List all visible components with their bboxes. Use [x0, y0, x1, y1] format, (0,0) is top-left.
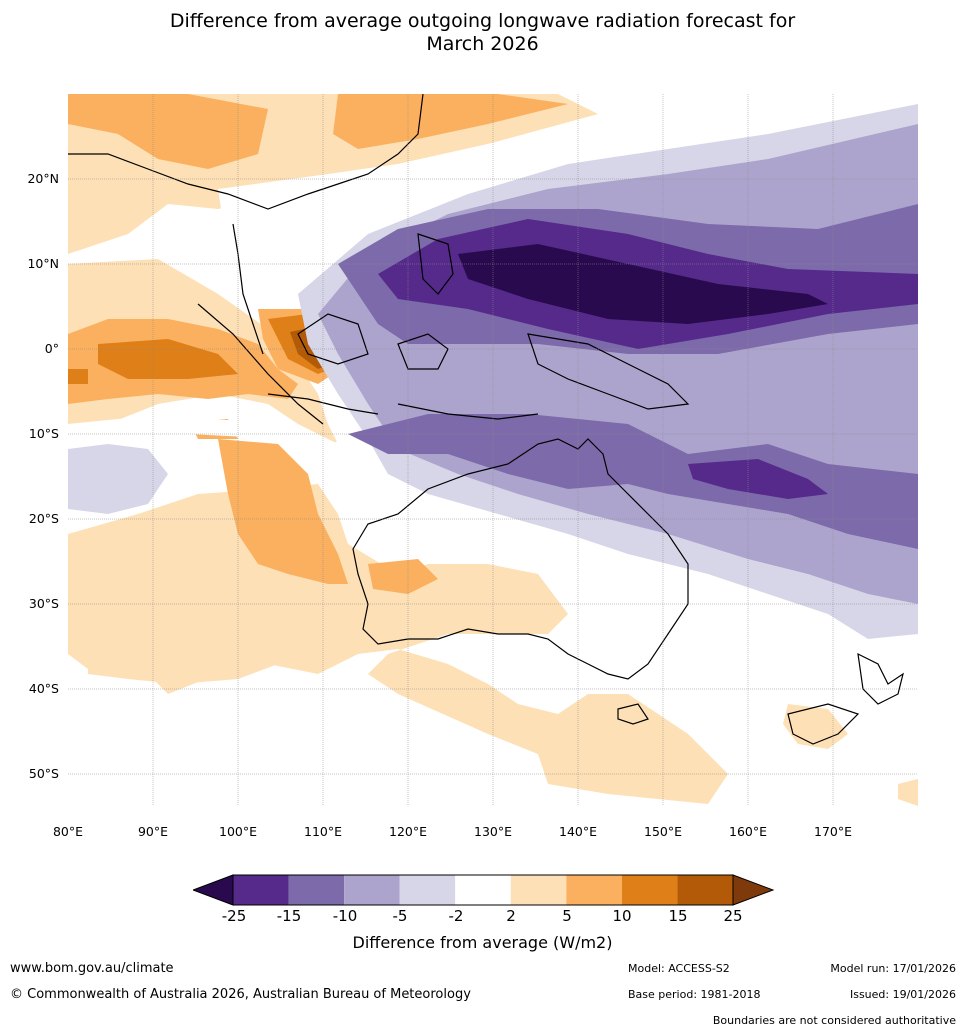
- title-line-2: March 2026: [426, 33, 539, 55]
- lon-label-90e: 90°E: [137, 824, 169, 839]
- color-bar: [193, 874, 775, 906]
- title-line-1: Difference from average outgoing longwav…: [169, 10, 796, 32]
- legend-swatch: [399, 875, 456, 905]
- legend-tick: -10: [332, 907, 358, 925]
- model-name: Model: ACCESS-S2: [628, 962, 730, 975]
- lon-label-110e: 110°E: [303, 824, 343, 839]
- lat-label-0: 0°: [44, 341, 59, 356]
- model-run: Model run: 17/01/2026: [830, 962, 956, 975]
- map-svg: [68, 94, 918, 806]
- legend-swatch: [677, 875, 733, 905]
- lat-label-50s: 50°S: [28, 766, 59, 781]
- legend-swatch: [510, 875, 567, 905]
- legend-swatch: [233, 875, 289, 905]
- base-period: Base period: 1981-2018: [628, 988, 761, 1001]
- legend-tick: 25: [723, 907, 743, 925]
- legend-swatch: [455, 875, 511, 905]
- legend-tick: 10: [612, 907, 632, 925]
- lon-label-130e: 130°E: [473, 824, 513, 839]
- disclaimer: Boundaries are not considered authoritat…: [712, 1014, 956, 1027]
- legend-swatch: [344, 875, 400, 905]
- legend-arrow-low: [193, 874, 234, 906]
- lon-label-150e: 150°E: [643, 824, 683, 839]
- legend-tick: -2: [448, 907, 464, 925]
- lon-label-170e: 170°E: [813, 824, 853, 839]
- olr-anomaly-map: [68, 94, 918, 806]
- issued-date: Issued: 19/01/2026: [849, 988, 956, 1001]
- lon-label-140e: 140°E: [558, 824, 598, 839]
- lat-label-20n: 20°N: [27, 171, 59, 186]
- coastlines: [68, 94, 904, 745]
- legend-arrow-high: [732, 874, 775, 906]
- lat-label-20s: 20°S: [28, 511, 59, 526]
- legend-tick: -5: [392, 907, 408, 925]
- lat-label-30s: 30°S: [28, 596, 59, 611]
- map-title: Difference from average outgoing longwav…: [0, 10, 965, 56]
- graticule: [68, 94, 918, 806]
- lat-label-10n: 10°N: [27, 256, 59, 271]
- legend-label: Difference from average (W/m2): [352, 933, 613, 952]
- legend-swatch: [288, 875, 345, 905]
- lon-label-120e: 120°E: [388, 824, 428, 839]
- legend-swatch: [621, 875, 678, 905]
- lon-label-160e: 160°E: [728, 824, 768, 839]
- legend-tick: 2: [506, 907, 516, 925]
- lat-label-40s: 40°S: [28, 681, 59, 696]
- lon-label-80e: 80°E: [52, 824, 84, 839]
- legend-tick: 5: [562, 907, 572, 925]
- legend-tick: -25: [221, 907, 247, 925]
- legend-tick: -15: [276, 907, 302, 925]
- legend-swatch: [566, 875, 622, 905]
- legend-tick: 15: [668, 907, 688, 925]
- lon-label-100e: 100°E: [218, 824, 258, 839]
- website-link[interactable]: www.bom.gov.au/climate: [10, 961, 174, 976]
- lat-label-10s: 10°S: [28, 426, 59, 441]
- copyright: © Commonwealth of Australia 2026, Austra…: [10, 987, 471, 1002]
